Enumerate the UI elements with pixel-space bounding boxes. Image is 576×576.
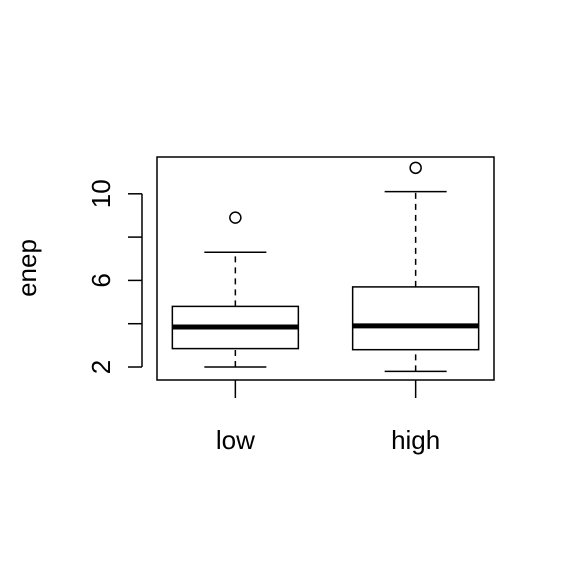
plot-frame: [156, 156, 495, 381]
plot-area: 2 6 10 low high: [86, 156, 495, 455]
y-axis-label: enep: [12, 239, 42, 297]
box-low: low: [171, 211, 300, 455]
y-tick-label: 6: [86, 273, 116, 287]
outlier-point: [409, 161, 422, 175]
y-tick-label: 10: [86, 179, 116, 208]
iqr-box: [351, 286, 480, 351]
box-high: high: [351, 161, 480, 455]
x-tick-label: low: [216, 425, 255, 455]
x-tick-label: high: [391, 425, 440, 455]
y-tick-label: 2: [86, 360, 116, 374]
outlier-point: [229, 211, 242, 224]
